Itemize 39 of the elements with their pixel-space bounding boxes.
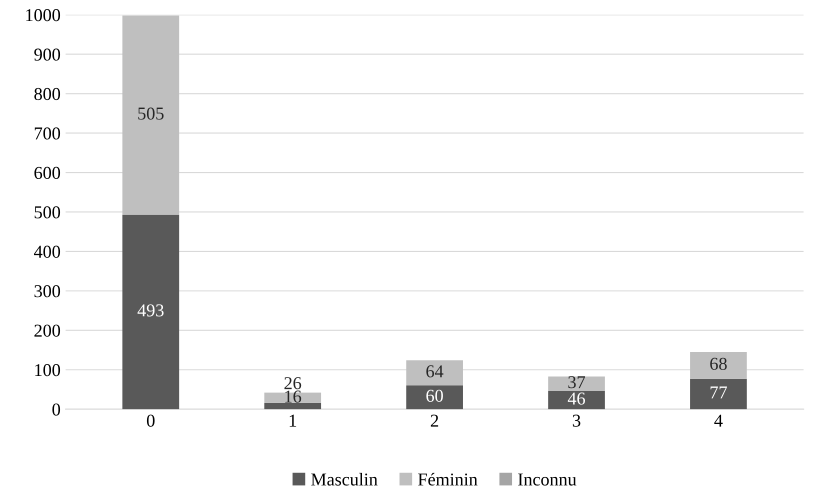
data-label: 64 <box>426 365 444 378</box>
y-tick-label: 0 <box>52 403 60 416</box>
legend-label: Masculin <box>311 472 378 486</box>
legend-label: Inconnu <box>518 474 576 486</box>
y-tick-label: 100 <box>35 364 60 376</box>
data-label: 68 <box>710 358 727 370</box>
bar <box>122 16 180 215</box>
y-tick-label: 700 <box>34 127 60 140</box>
x-tick-label: 1 <box>290 414 296 427</box>
data-label: 37 <box>568 376 586 388</box>
legend-label: Féminin <box>418 472 478 486</box>
y-tick-label: 1000 <box>26 9 60 22</box>
x-tick-label: 0 <box>146 414 155 427</box>
bar <box>548 391 605 410</box>
data-label: 26 <box>284 377 302 390</box>
bar <box>690 352 747 379</box>
data-label: 46 <box>568 392 586 405</box>
x-tick-label: 2 <box>430 414 438 427</box>
x-tick-label: 3 <box>572 414 580 427</box>
bar <box>122 214 180 410</box>
y-tick-label: 600 <box>34 166 60 179</box>
y-tick-label: 900 <box>34 48 60 61</box>
bar <box>264 392 322 403</box>
data-label: 77 <box>710 386 727 398</box>
bar <box>690 378 747 410</box>
data-label: 16 <box>285 390 302 403</box>
bar <box>264 402 322 410</box>
data-label: 505 <box>138 108 164 120</box>
y-tick-label: 800 <box>34 88 60 100</box>
bar <box>548 376 605 392</box>
y-tick-label: 400 <box>34 246 60 258</box>
bar <box>406 386 463 410</box>
y-tick-label: 200 <box>34 324 60 337</box>
bar <box>406 360 463 386</box>
data-label: 60 <box>426 390 443 402</box>
data-label: 493 <box>138 304 164 316</box>
y-tick-label: 500 <box>34 206 60 218</box>
y-tick-label: 300 <box>34 285 60 298</box>
x-tick-label: 4 <box>714 414 723 427</box>
